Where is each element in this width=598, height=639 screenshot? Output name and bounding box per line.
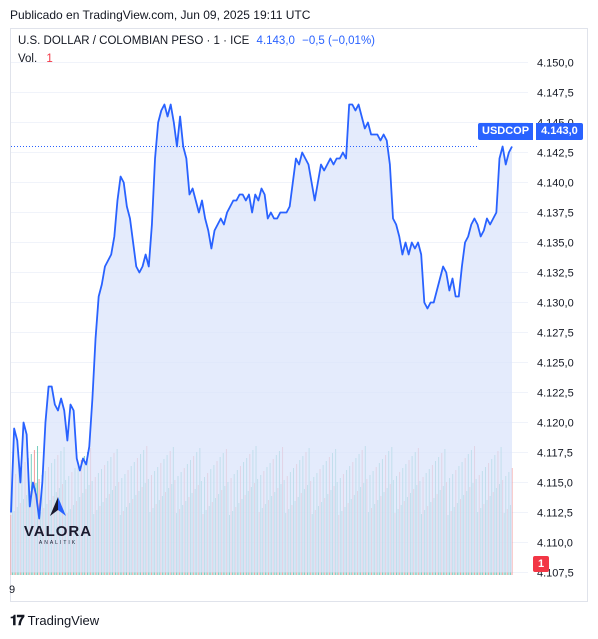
price-badge-symbol: USDCOP bbox=[478, 123, 534, 140]
y-tick-label: 4.120,0 bbox=[537, 418, 574, 430]
last-price-badge: USDCOP 4.143,0 bbox=[478, 123, 583, 140]
y-tick-label: 4.110,0 bbox=[537, 538, 573, 550]
y-tick-label: 4.112,5 bbox=[537, 508, 573, 520]
legend-last-price: 4.143,0 bbox=[256, 35, 295, 47]
footer: 𝟏𝟕 TradingView bbox=[10, 612, 99, 629]
published-caption: Publicado en TradingView.com, Jun 09, 20… bbox=[10, 8, 311, 22]
y-tick-label: 4.115,0 bbox=[537, 478, 573, 490]
y-tick-label: 4.125,0 bbox=[537, 358, 574, 370]
watermark-brand: VALORA bbox=[23, 523, 93, 540]
price-area bbox=[11, 104, 512, 573]
valora-watermark: VALORA ANALITIK bbox=[22, 496, 94, 546]
y-tick-label: 4.122,5 bbox=[537, 388, 574, 400]
chart-legend: U.S. DOLLAR / COLOMBIAN PESO · 1 · ICE 4… bbox=[18, 35, 375, 47]
y-tick-label: 4.150,0 bbox=[537, 58, 574, 70]
watermark-sub: ANALITIK bbox=[38, 540, 78, 546]
y-tick-label: 4.132,5 bbox=[537, 268, 574, 280]
price-line bbox=[10, 103, 513, 520]
y-tick-label: 4.117,5 bbox=[537, 448, 573, 460]
volume-label: Vol. bbox=[18, 53, 38, 65]
y-tick-label: 4.127,5 bbox=[537, 328, 574, 340]
valora-logo-icon bbox=[50, 497, 66, 516]
y-tick-label: 4.130,0 bbox=[537, 298, 574, 310]
volume-legend: Vol. 1 bbox=[18, 53, 53, 65]
volume-value: 1 bbox=[46, 53, 53, 65]
price-badge-value: 4.143,0 bbox=[536, 123, 583, 140]
y-tick-label: 4.137,5 bbox=[537, 208, 574, 220]
x-axis-label: 9 bbox=[9, 584, 16, 596]
legend-change: −0,5 (−0,01%) bbox=[302, 35, 376, 47]
footer-brand[interactable]: TradingView bbox=[27, 613, 100, 628]
volume-badge: 1 bbox=[533, 556, 549, 572]
y-tick-label: 4.135,0 bbox=[537, 238, 574, 250]
y-tick-label: 4.140,0 bbox=[537, 178, 574, 190]
y-tick-label: 4.147,5 bbox=[537, 88, 574, 100]
y-tick-label: 4.142,5 bbox=[537, 148, 574, 160]
tradingview-logo-icon: 𝟏𝟕 bbox=[10, 612, 25, 628]
legend-symbol: U.S. DOLLAR / COLOMBIAN PESO · 1 · ICE bbox=[18, 35, 250, 47]
